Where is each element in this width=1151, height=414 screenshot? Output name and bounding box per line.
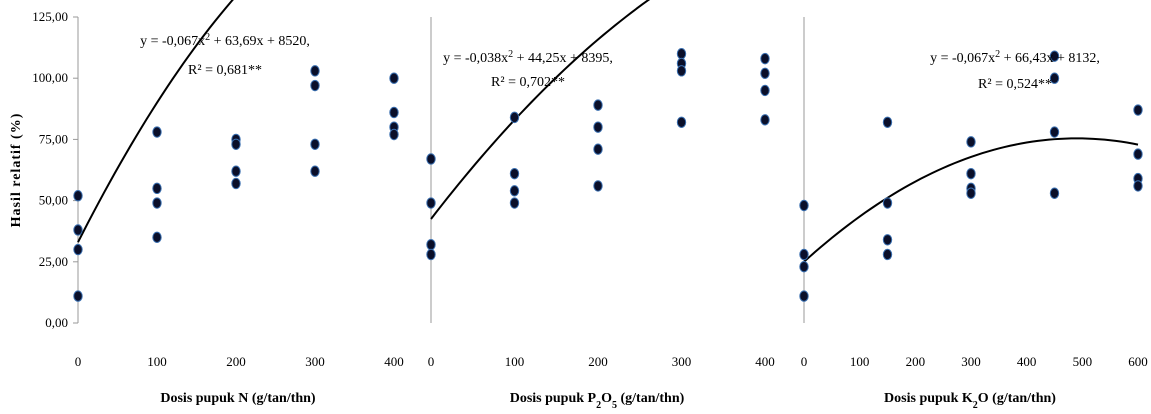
x-axis-label: Dosis pupuk P2O5 (g/tan/thn) (510, 391, 685, 411)
data-point (799, 248, 809, 261)
data-point (152, 231, 162, 244)
data-point (310, 65, 320, 77)
y-tick-label: 100,00 (32, 70, 68, 85)
data-point (509, 167, 520, 180)
regression-equation: y = -0,067x2 + 63,69x + 8520, (140, 32, 310, 50)
data-point (882, 248, 893, 261)
data-point (799, 260, 809, 273)
data-point (676, 65, 687, 77)
data-point (799, 199, 809, 212)
data-point (73, 224, 83, 236)
data-point (73, 190, 83, 202)
y-tick-label: 125,00 (32, 9, 68, 24)
y-axis-label: Hasil relatif (%) (9, 113, 24, 228)
data-point (1049, 187, 1060, 199)
data-point (760, 52, 770, 65)
data-point (73, 243, 83, 256)
data-point (760, 67, 770, 80)
data-point (882, 197, 893, 209)
y-axis: 0,00 25,00 50,00 75,00 100,00 125,00 (32, 9, 68, 330)
data-point (882, 116, 893, 128)
regression-equation: y = -0,038x2 + 44,25x + 8395, (443, 49, 613, 67)
data-point (152, 197, 162, 209)
data-point (1133, 148, 1143, 160)
data-point (310, 79, 320, 92)
data-point (1133, 104, 1143, 116)
x-tick-label: 400 (755, 354, 775, 369)
x-tick-label: 0 (801, 354, 808, 369)
data-point (593, 121, 603, 133)
data-point (231, 165, 241, 177)
y-tick-label: 50,00 (39, 193, 68, 208)
r-squared-label: R² = 0,681** (188, 63, 262, 78)
x-tick-label: 100 (850, 354, 870, 369)
data-point (426, 248, 436, 261)
x-tick-label: 500 (1073, 354, 1093, 369)
data-point (509, 185, 520, 197)
data-point (231, 138, 241, 150)
data-point (509, 111, 520, 124)
data-point (426, 197, 436, 209)
trend-line (430, 0, 651, 220)
data-point (310, 165, 320, 177)
chart-panel-1: 0 100 200 300 400 Dosis pupuk N (g/tan/thn) y … (73, 0, 404, 406)
y-tick-label: 0,00 (45, 315, 68, 330)
data-point (966, 187, 976, 199)
r-squared-label: R² = 0,702** (491, 75, 565, 90)
data-point (389, 72, 399, 84)
chart-panels: 0 100 200 300 400 Dosis pupuk N (g/tan/thn) y … (73, 0, 1148, 411)
y-tick-label: 25,00 (39, 254, 68, 269)
x-tick-label: 400 (384, 354, 404, 369)
data-point (966, 136, 976, 148)
chart-panel-3: 0 100 200 300 400 500 600 Dosis pupuk K2O (g/ta… (799, 17, 1148, 411)
data-point (73, 290, 83, 302)
data-point (152, 182, 162, 195)
data-point (882, 234, 893, 246)
data-point (760, 84, 770, 97)
data-point (426, 153, 436, 165)
x-tick-label: 200 (226, 354, 246, 369)
trend-line (77, 0, 234, 243)
x-tick-label: 300 (672, 354, 692, 369)
x-tick-label: 300 (305, 354, 325, 369)
data-point (676, 116, 687, 128)
x-tick-label: 100 (505, 354, 525, 369)
x-tick-label: 200 (906, 354, 926, 369)
data-point (1133, 180, 1143, 192)
chart-panel-2: 0 100 200 300 400 Dosis pupuk P2O5 (g/tan/thn… (426, 0, 775, 411)
data-point (389, 128, 399, 141)
data-point (1049, 50, 1060, 62)
x-tick-label: 200 (588, 354, 608, 369)
trend-line (803, 137, 1139, 263)
data-point (966, 167, 976, 180)
x-axis-label: Dosis pupuk N (g/tan/thn) (160, 391, 316, 406)
data-point (760, 114, 770, 126)
x-tick-label: 0 (75, 354, 82, 369)
data-point (509, 197, 520, 209)
data-point (152, 126, 162, 138)
r-squared-label: R² = 0,524** (978, 77, 1052, 92)
data-point (593, 180, 603, 192)
x-tick-label: 300 (961, 354, 981, 369)
data-point (1049, 72, 1060, 84)
data-point (676, 48, 687, 60)
x-axis-label: Dosis pupuk K2O (g/tan/thn) (884, 391, 1056, 411)
x-tick-label: 600 (1128, 354, 1148, 369)
data-point (389, 106, 399, 119)
x-tick-label: 400 (1017, 354, 1037, 369)
data-point (799, 290, 809, 302)
data-point (231, 177, 241, 190)
x-tick-label: 100 (147, 354, 167, 369)
data-point (1049, 126, 1060, 138)
x-tick-label: 0 (428, 354, 435, 369)
y-tick-label: 75,00 (39, 131, 68, 146)
data-point (310, 138, 320, 150)
data-point (593, 99, 603, 111)
data-point (426, 238, 436, 251)
regression-equation: y = -0,067x2 + 66,43x + 8132, (930, 49, 1100, 67)
data-point (593, 143, 603, 155)
